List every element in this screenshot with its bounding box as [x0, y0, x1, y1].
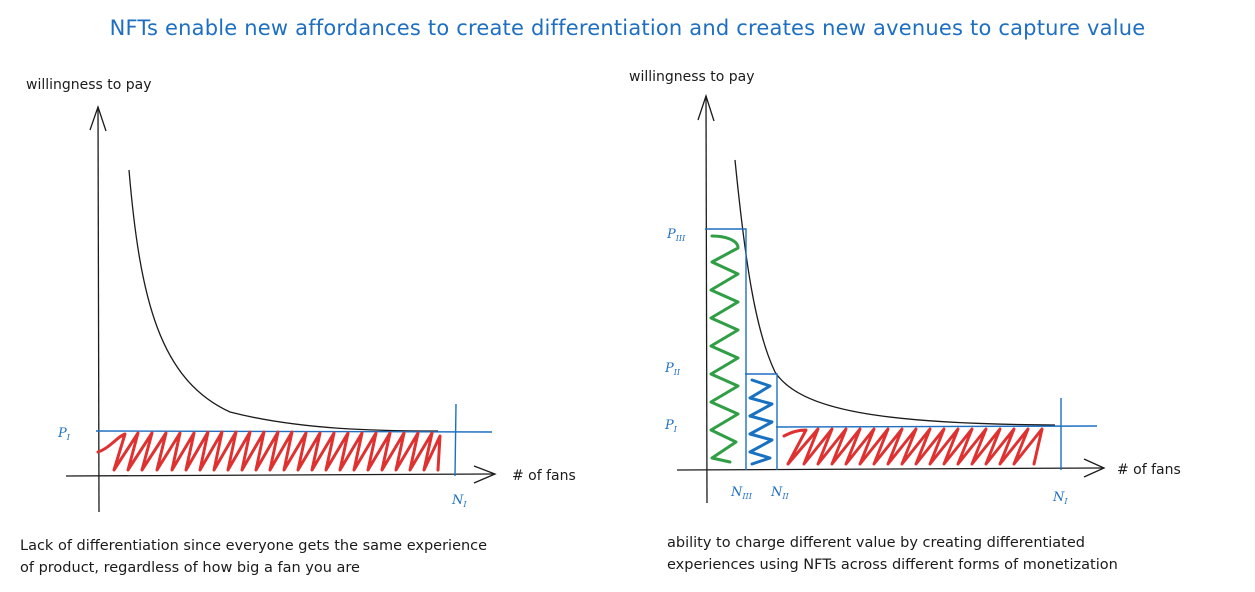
- right-price-line-I: [775, 425, 1098, 428]
- right-x-axis-arrowhead: [1083, 458, 1106, 478]
- right-quantity-label-II: NII: [770, 485, 790, 501]
- left-caption: Lack of differentiation since everyone g…: [20, 535, 487, 579]
- right-x-axis: [676, 467, 1104, 471]
- left-x-axis-arrowhead: [473, 465, 497, 484]
- left-y-axis-label: willingness to pay: [26, 77, 152, 93]
- left-x-axis-label: # of fans: [512, 468, 576, 484]
- left-price-line: [95, 430, 493, 433]
- left-caption-line: Lack of differentiation since everyone g…: [20, 538, 488, 554]
- left-x-axis: [65, 473, 494, 477]
- right-price-label-I: PI: [664, 418, 678, 434]
- right-demand-curve: [734, 159, 1056, 426]
- left-y-axis-arrowhead: [89, 104, 107, 132]
- right-x-axis-label: # of fans: [1117, 462, 1181, 478]
- left-quantity-line: [454, 403, 457, 477]
- right-chart: willingness to pay # of fans PIII PII PI…: [629, 69, 1181, 506]
- left-chart: willingness to pay # of fans PI NI: [26, 77, 576, 513]
- diagram-title: NFTs enable new affordances to create di…: [109, 16, 1146, 40]
- right-y-axis-arrowhead: [697, 93, 715, 122]
- right-price-label-III: PIII: [666, 227, 686, 243]
- right-price-line-II: [745, 373, 778, 470]
- left-caption-line: of product, regardless of how big a fan …: [20, 560, 360, 576]
- right-caption: ability to charge different value by cre…: [667, 532, 1118, 576]
- right-price-label-II: PII: [664, 361, 681, 377]
- right-y-axis-label: willingness to pay: [629, 69, 755, 85]
- right-revenue-fill-green: [709, 234, 740, 464]
- left-demand-curve: [128, 169, 439, 432]
- left-revenue-fill-red: [96, 430, 442, 472]
- right-quantity-label-I: NI: [1052, 490, 1068, 506]
- right-quantity-label-III: NIII: [730, 485, 753, 501]
- left-y-axis: [97, 106, 100, 513]
- right-y-axis: [705, 95, 708, 504]
- right-price-line-III: [705, 228, 747, 470]
- right-caption-line: experiences using NFTs across different …: [667, 557, 1118, 573]
- left-price-label: PI: [57, 426, 71, 442]
- right-revenue-fill-blue: [748, 378, 774, 466]
- right-caption-line: ability to charge different value by cre…: [667, 535, 1085, 551]
- left-quantity-label: NI: [451, 493, 467, 509]
- right-revenue-fill-red: [782, 427, 1044, 466]
